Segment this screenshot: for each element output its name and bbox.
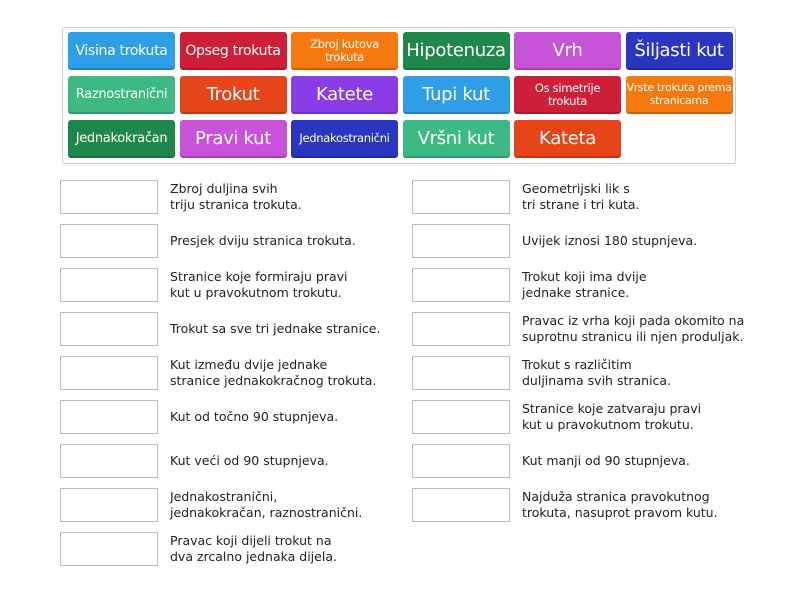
definition-text: Stranice koje zatvaraju pravi kut u prav… [522,401,702,432]
drop-target-box[interactable] [412,444,510,478]
definition-text: Pravac iz vrha koji pada okomito na supr… [522,313,745,344]
answer-tile[interactable]: Jednakostranični [291,120,398,158]
drop-target-box[interactable] [60,224,158,258]
definition-text: Kut manji od 90 stupnjeva. [522,453,690,469]
definition-text: Zbroj duljina svih triju stranica trokut… [170,181,302,212]
drop-target-box[interactable] [412,356,510,390]
answer-tile[interactable]: Katete [291,76,398,114]
answer-tile[interactable]: Jednakokračan [68,120,175,158]
answer-tile[interactable]: Opseg trokuta [179,32,287,70]
answer-tile[interactable]: Os simetrije trokuta [514,76,621,114]
answer-tile[interactable]: Vrste trokuta prema stranicama [625,76,733,114]
definition-text: Najduža stranica pravokutnog trokuta, na… [522,489,718,520]
definition-text: Kut od točno 90 stupnjeva. [170,409,339,425]
drop-target-box[interactable] [60,312,158,346]
answer-tile[interactable]: Vrh [514,32,621,70]
definition-text: Kut između dvije jednake stranice jednak… [170,357,377,388]
drop-target-box[interactable] [60,444,158,478]
drop-target-box[interactable] [60,532,158,566]
definition-text: Trokut sa sve tri jednake stranice. [170,321,381,337]
definition-text: Stranice koje formiraju pravi kut u prav… [170,269,348,300]
drop-target-box[interactable] [60,356,158,390]
drop-target-box[interactable] [412,180,510,214]
answer-tile[interactable]: Kateta [514,120,621,158]
answer-tile[interactable]: Šiljasti kut [625,32,733,70]
definition-text: Uvijek iznosi 180 stupnjeva. [522,233,698,249]
answer-tile[interactable]: Raznostranični [68,76,175,114]
answer-tile[interactable]: Visina trokuta [68,32,175,70]
answer-tile[interactable]: Zbroj kutova trokuta [291,32,398,70]
drop-target-box[interactable] [60,180,158,214]
definition-text: Pravac koji dijeli trokut na dva zrcalno… [170,533,337,564]
definition-text: Presjek dviju stranica trokuta. [170,233,356,249]
answer-tiles-panel: Visina trokuta Opseg trokuta Zbroj kutova … [62,27,736,164]
definition-text: Geometrijski lik s tri strane i tri kuta… [522,181,640,212]
drop-target-box[interactable] [412,224,510,258]
drop-target-box[interactable] [60,268,158,302]
definition-text: Trokut koji ima dvije jednake stranice. [522,269,647,300]
drop-target-box[interactable] [412,268,510,302]
definition-text: Kut veći od 90 stupnjeva. [170,453,329,469]
answer-tile[interactable]: Tupi kut [402,76,510,114]
drop-target-box[interactable] [412,312,510,346]
drop-target-box[interactable] [412,488,510,522]
drop-target-box[interactable] [412,400,510,434]
answer-tile[interactable]: Trokut [179,76,287,114]
answer-tile[interactable]: Pravi kut [179,120,287,158]
definition-text: Jednakostranični, jednakokračan, raznost… [170,489,363,520]
answer-tile[interactable]: Hipotenuza [402,32,510,70]
definition-text: Trokut s različitim duljinama svih stran… [522,357,672,388]
drop-target-box[interactable] [60,488,158,522]
answer-tile[interactable]: Vršni kut [402,120,510,158]
drop-target-box[interactable] [60,400,158,434]
